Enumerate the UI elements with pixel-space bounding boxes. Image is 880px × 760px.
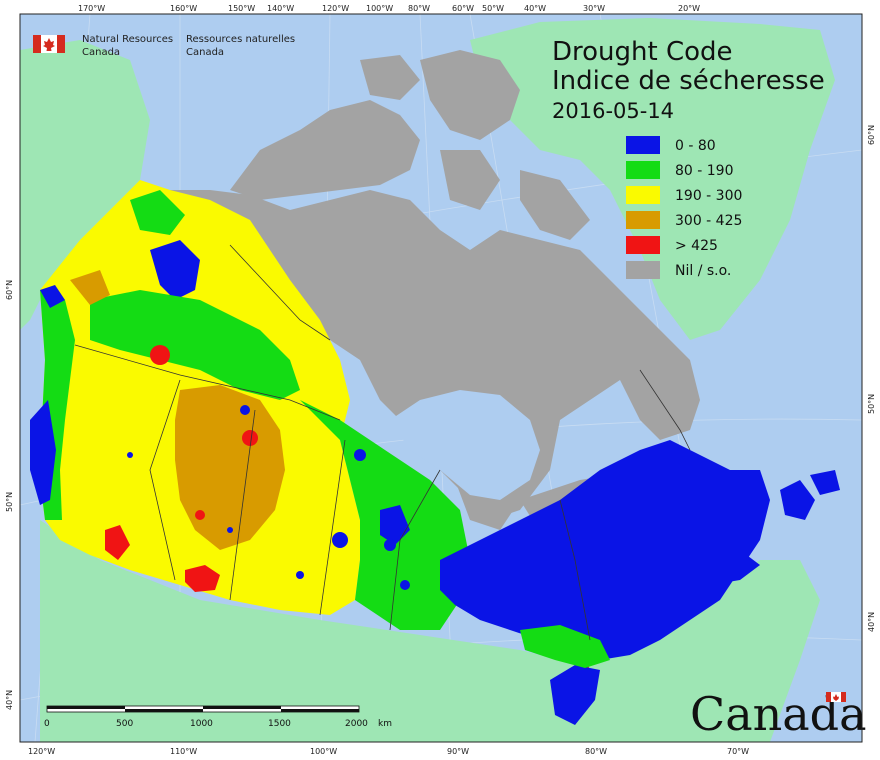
legend-swatch bbox=[626, 136, 660, 154]
zone-80-190-ontario-south bbox=[520, 625, 610, 668]
bottom-tick: 70°W bbox=[727, 747, 749, 756]
scale-label: 1500 bbox=[268, 719, 291, 729]
top-tick: 120°W bbox=[322, 4, 349, 13]
top-tick: 170°W bbox=[78, 4, 105, 13]
scale-label: 2000 bbox=[345, 719, 368, 729]
right-tick: 40°N bbox=[867, 612, 876, 632]
legend-label: 300 - 425 bbox=[675, 213, 742, 229]
canada-flag-icon bbox=[33, 35, 65, 53]
zone-300-425-core bbox=[175, 385, 285, 550]
bottom-tick: 110°W bbox=[170, 747, 197, 756]
zone-0-80-east bbox=[440, 440, 770, 660]
nrcan-signature: Natural Resources Canada Ressources natu… bbox=[33, 34, 295, 58]
wordmark-flag-icon bbox=[826, 692, 846, 702]
bottom-tick: 80°W bbox=[585, 747, 607, 756]
top-tick: 60°W bbox=[452, 4, 474, 13]
legend-label: Nil / s.o. bbox=[675, 263, 731, 279]
map-date: 2016-05-14 bbox=[552, 99, 674, 123]
top-tick: 20°W bbox=[678, 4, 700, 13]
top-ticks: 170°W 160°W 150°W 140°W 120°W 100°W 80°W… bbox=[78, 4, 700, 13]
top-tick: 40°W bbox=[524, 4, 546, 13]
org-name-en-line1: Natural Resources bbox=[82, 34, 173, 45]
zone-0-80-nova-scotia bbox=[700, 550, 760, 585]
legend-swatch bbox=[626, 186, 660, 204]
zone-0-80-newfoundland bbox=[780, 480, 815, 520]
scale-label: 500 bbox=[116, 719, 133, 729]
scale-label: 0 bbox=[44, 719, 50, 729]
zone-0-80-coast bbox=[30, 400, 56, 505]
zone-0-80-labrador-tip bbox=[810, 470, 840, 495]
left-tick: 60°N bbox=[5, 280, 14, 300]
bottom-ticks: 120°W 110°W 100°W 90°W 80°W 70°W bbox=[28, 747, 749, 756]
top-tick: 160°W bbox=[170, 4, 197, 13]
bottom-tick: 90°W bbox=[447, 747, 469, 756]
zone-0-80-yukon bbox=[150, 240, 200, 300]
legend-swatch bbox=[626, 211, 660, 229]
top-tick: 140°W bbox=[267, 4, 294, 13]
zone-300-425-north bbox=[70, 270, 110, 305]
scale-label: 1000 bbox=[190, 719, 213, 729]
legend-swatch bbox=[626, 236, 660, 254]
province-borders bbox=[74, 244, 691, 641]
top-tick: 50°W bbox=[482, 4, 504, 13]
right-tick: 50°N bbox=[867, 394, 876, 414]
left-tick: 50°N bbox=[5, 492, 14, 512]
map-title-en: Drought Code bbox=[552, 37, 733, 67]
top-tick: 100°W bbox=[366, 4, 393, 13]
scale-unit: km bbox=[378, 719, 392, 729]
top-tick: 80°W bbox=[408, 4, 430, 13]
legend-label: 80 - 190 bbox=[675, 163, 734, 179]
hudson-bay bbox=[390, 390, 540, 500]
bottom-tick: 100°W bbox=[310, 747, 337, 756]
alaska-land bbox=[20, 40, 150, 330]
zone-0-80-alaska-edge bbox=[40, 285, 65, 308]
map-frame bbox=[19, 13, 863, 743]
org-name-fr-line2: Canada bbox=[186, 47, 224, 58]
legend-swatch bbox=[626, 261, 660, 279]
legend-label: 190 - 300 bbox=[675, 188, 742, 204]
zone-over-425 bbox=[105, 345, 589, 672]
zone-80-190-north bbox=[90, 290, 300, 400]
map-title-fr: Indice de sécheresse bbox=[552, 66, 825, 96]
legend-label: > 425 bbox=[675, 238, 718, 254]
org-name-fr-line1: Ressources naturelles bbox=[186, 34, 295, 45]
zone-80-190-nwt bbox=[130, 190, 185, 235]
bottom-tick: 120°W bbox=[28, 747, 55, 756]
scale-bar: 0 500 1000 1500 2000 km bbox=[44, 705, 392, 729]
zone-0-80-dots bbox=[127, 405, 410, 590]
top-tick: 150°W bbox=[228, 4, 255, 13]
legend-label: 0 - 80 bbox=[675, 138, 716, 154]
usa-land bbox=[40, 520, 820, 742]
top-tick: 30°W bbox=[583, 4, 605, 13]
left-ticks: 60°N 50°N 40°N bbox=[5, 280, 14, 710]
right-ticks: 60°N 50°N 40°N bbox=[867, 125, 876, 632]
canada-wordmark: Canada bbox=[690, 687, 867, 741]
legend-swatch bbox=[626, 161, 660, 179]
left-tick: 40°N bbox=[5, 690, 14, 710]
org-name-en-line2: Canada bbox=[82, 47, 120, 58]
right-tick: 60°N bbox=[867, 125, 876, 145]
legend: 0 - 80 80 - 190 190 - 300 300 - 425 > 425 Nil… bbox=[626, 136, 742, 279]
zone-0-80-south-ontario bbox=[550, 665, 600, 725]
